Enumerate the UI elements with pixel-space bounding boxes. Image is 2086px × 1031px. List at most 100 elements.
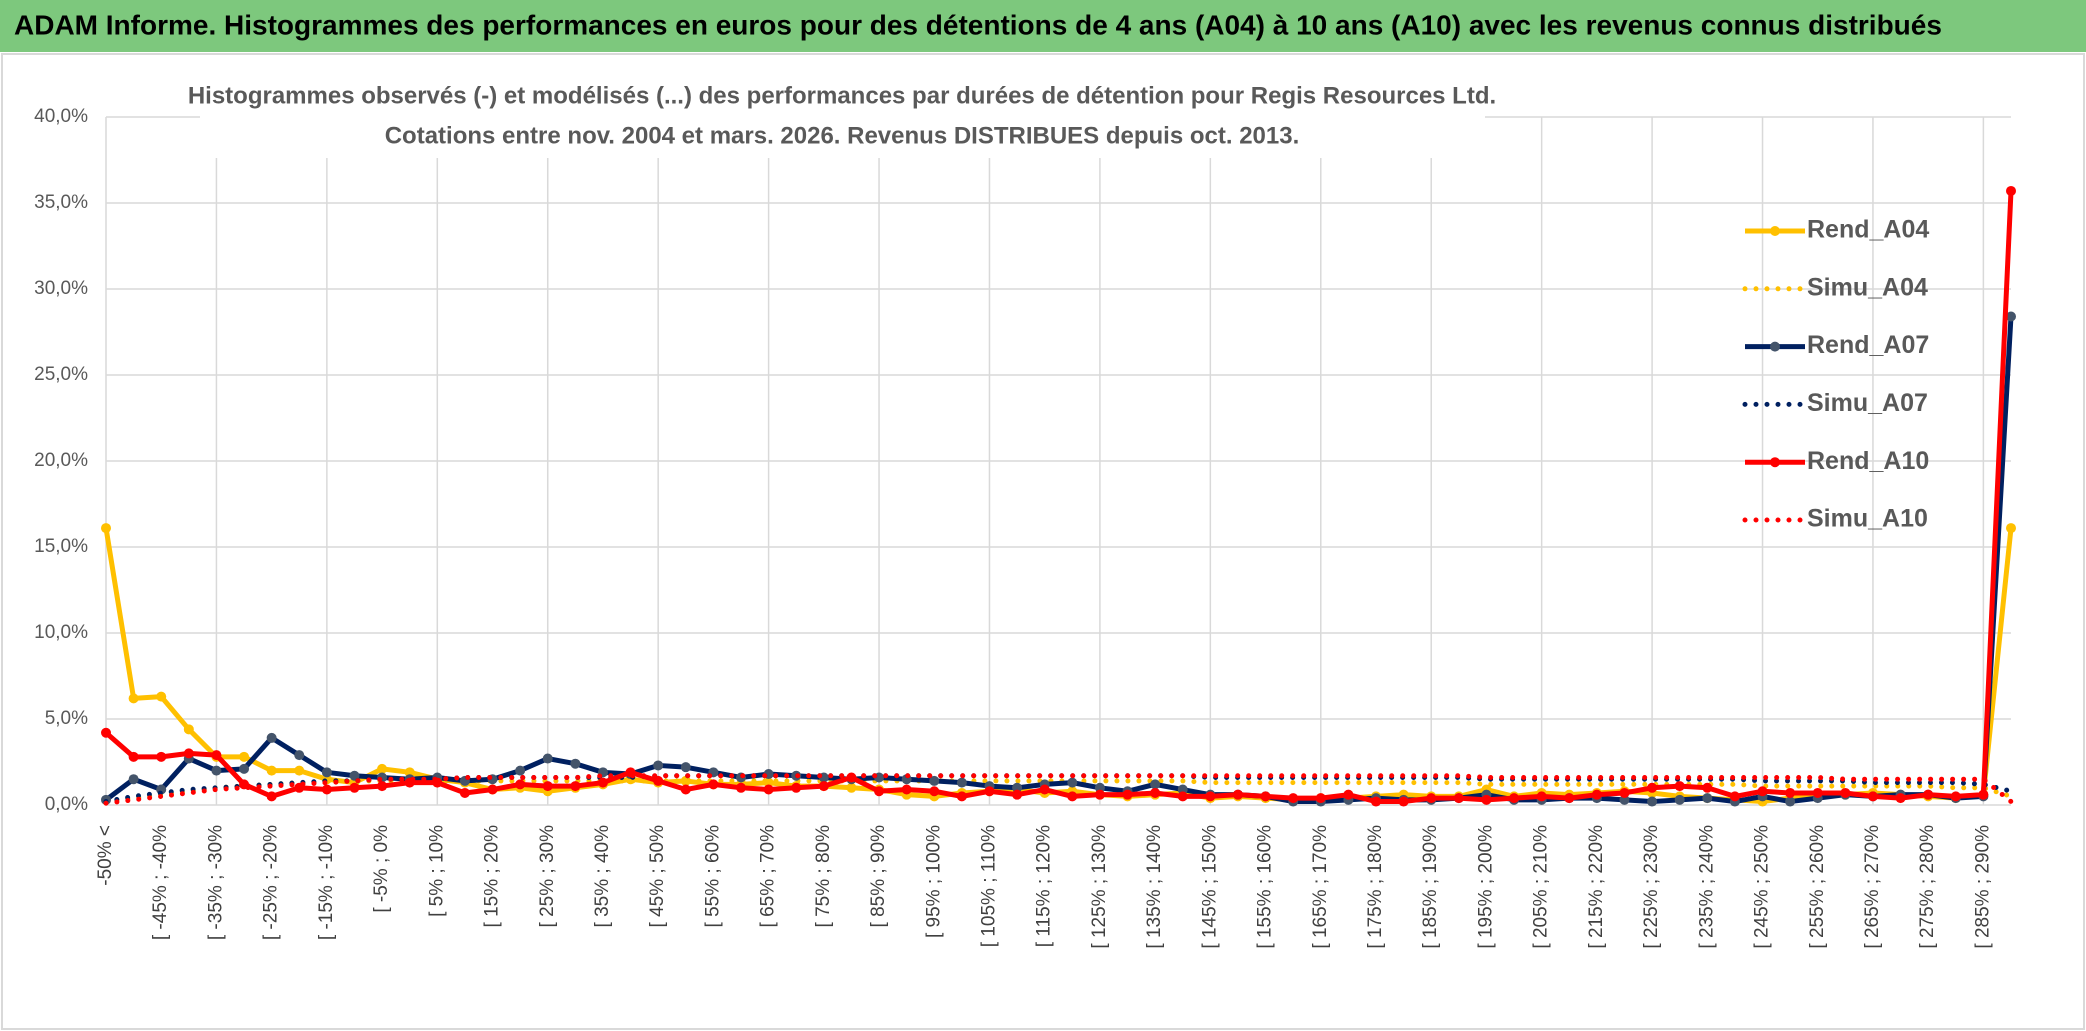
point (321, 767, 332, 778)
x-tick-label: [ 175% ; 180% (1365, 825, 1386, 949)
x-tick-label: [ 125% ; 130% (1089, 825, 1110, 949)
point (984, 786, 995, 797)
point (1315, 793, 1326, 804)
x-tick-label: [ 55% ; 60% (702, 825, 723, 928)
point (128, 774, 139, 785)
x-tick-label: [ 35% ; 40% (592, 825, 613, 928)
point (1674, 781, 1685, 792)
point (128, 751, 139, 762)
point (211, 750, 222, 761)
x-tick-label: [ -15% ; -10% (316, 825, 337, 940)
rend-line (103, 527, 2014, 805)
x-tick-label: [ 235% ; 240% (1696, 825, 1717, 949)
point (653, 775, 664, 786)
point (1150, 779, 1161, 790)
point (1481, 794, 1492, 805)
point (377, 781, 388, 792)
point (1177, 791, 1188, 802)
point (128, 693, 139, 704)
point (1260, 791, 1271, 802)
point (211, 765, 222, 776)
point (1619, 787, 1630, 798)
point (1039, 784, 1050, 795)
title-box (200, 76, 1485, 158)
point (680, 762, 691, 773)
point (183, 748, 194, 759)
point (929, 786, 940, 797)
header-bar (0, 0, 2086, 52)
point (1619, 794, 1630, 805)
point (956, 791, 967, 802)
point (487, 784, 498, 795)
point (570, 758, 581, 769)
point (791, 782, 802, 793)
y-tick-label: 30,0% (34, 278, 88, 299)
x-tick-label: [ 65% ; 70% (758, 825, 779, 928)
point (101, 523, 111, 534)
x-tick-label: [ 45% ; 50% (647, 825, 668, 928)
x-tick-label: [ 185% ; 190% (1420, 825, 1441, 949)
legend-marker (1770, 341, 1780, 352)
x-tick-label: [ 275% ; 280% (1917, 825, 1938, 949)
x-tick-label: [ 155% ; 160% (1255, 825, 1276, 949)
point (1288, 793, 1299, 804)
simu-line (103, 773, 2014, 806)
x-tick-label: [ 245% ; 250% (1752, 825, 1773, 949)
point (542, 781, 553, 792)
x-tick-label: [ 25% ; 30% (537, 825, 558, 928)
rend-line (104, 316, 2014, 805)
x-tick-label: [ 135% ; 140% (1144, 825, 1165, 949)
y-tick-label: 15,0% (34, 536, 88, 557)
point (1067, 777, 1078, 788)
point (1067, 791, 1078, 802)
point (349, 770, 360, 781)
legend-label: Rend_A07 (1807, 331, 1929, 359)
point (736, 782, 746, 793)
chart-subtitle: Cotations entre nov. 2004 et mars. 2026.… (385, 122, 1300, 149)
point (1453, 793, 1464, 804)
point (1702, 793, 1713, 804)
x-tick-label: [ 85% ; 90% (868, 825, 889, 928)
point (680, 784, 691, 795)
point (901, 784, 912, 795)
legend-marker (1770, 457, 1780, 468)
point (956, 777, 967, 788)
point (1371, 796, 1381, 807)
point (1426, 793, 1437, 804)
y-tick-label: 25,0% (34, 364, 88, 385)
point (459, 787, 470, 798)
legend-label: Rend_A04 (1807, 216, 1929, 244)
x-tick-label: [ 105% ; 110% (978, 825, 999, 947)
point (1232, 789, 1243, 800)
point (321, 784, 332, 795)
point (266, 732, 277, 743)
point (294, 765, 305, 776)
point (156, 691, 167, 702)
point (349, 782, 360, 793)
point (708, 779, 719, 790)
point (1343, 789, 1354, 800)
point (846, 782, 857, 793)
point (2006, 185, 2016, 196)
legend-label: Simu_A07 (1807, 389, 1928, 417)
point (1205, 791, 1216, 802)
point (1094, 789, 1105, 800)
point (156, 751, 167, 762)
x-tick-label: [ 195% ; 200% (1475, 825, 1496, 949)
x-tick-label: [ 225% ; 230% (1641, 825, 1662, 949)
point (1674, 794, 1685, 805)
point (1950, 791, 1961, 802)
x-tick-label: [ 145% ; 150% (1199, 825, 1220, 949)
point (763, 784, 774, 795)
legend-marker (1770, 226, 1780, 236)
y-tick-label: 10,0% (34, 622, 88, 643)
point (183, 724, 194, 735)
point (377, 763, 388, 774)
x-tick-label: [ 15% ; 20% (482, 825, 503, 928)
x-tick-label: [ 215% ; 220% (1586, 825, 1607, 949)
x-tick-label: [ -45% ; -40% (150, 825, 171, 940)
point (515, 765, 526, 776)
point (1012, 789, 1023, 800)
x-tick-label: [ -25% ; -20% (261, 825, 282, 940)
point (1757, 786, 1768, 797)
